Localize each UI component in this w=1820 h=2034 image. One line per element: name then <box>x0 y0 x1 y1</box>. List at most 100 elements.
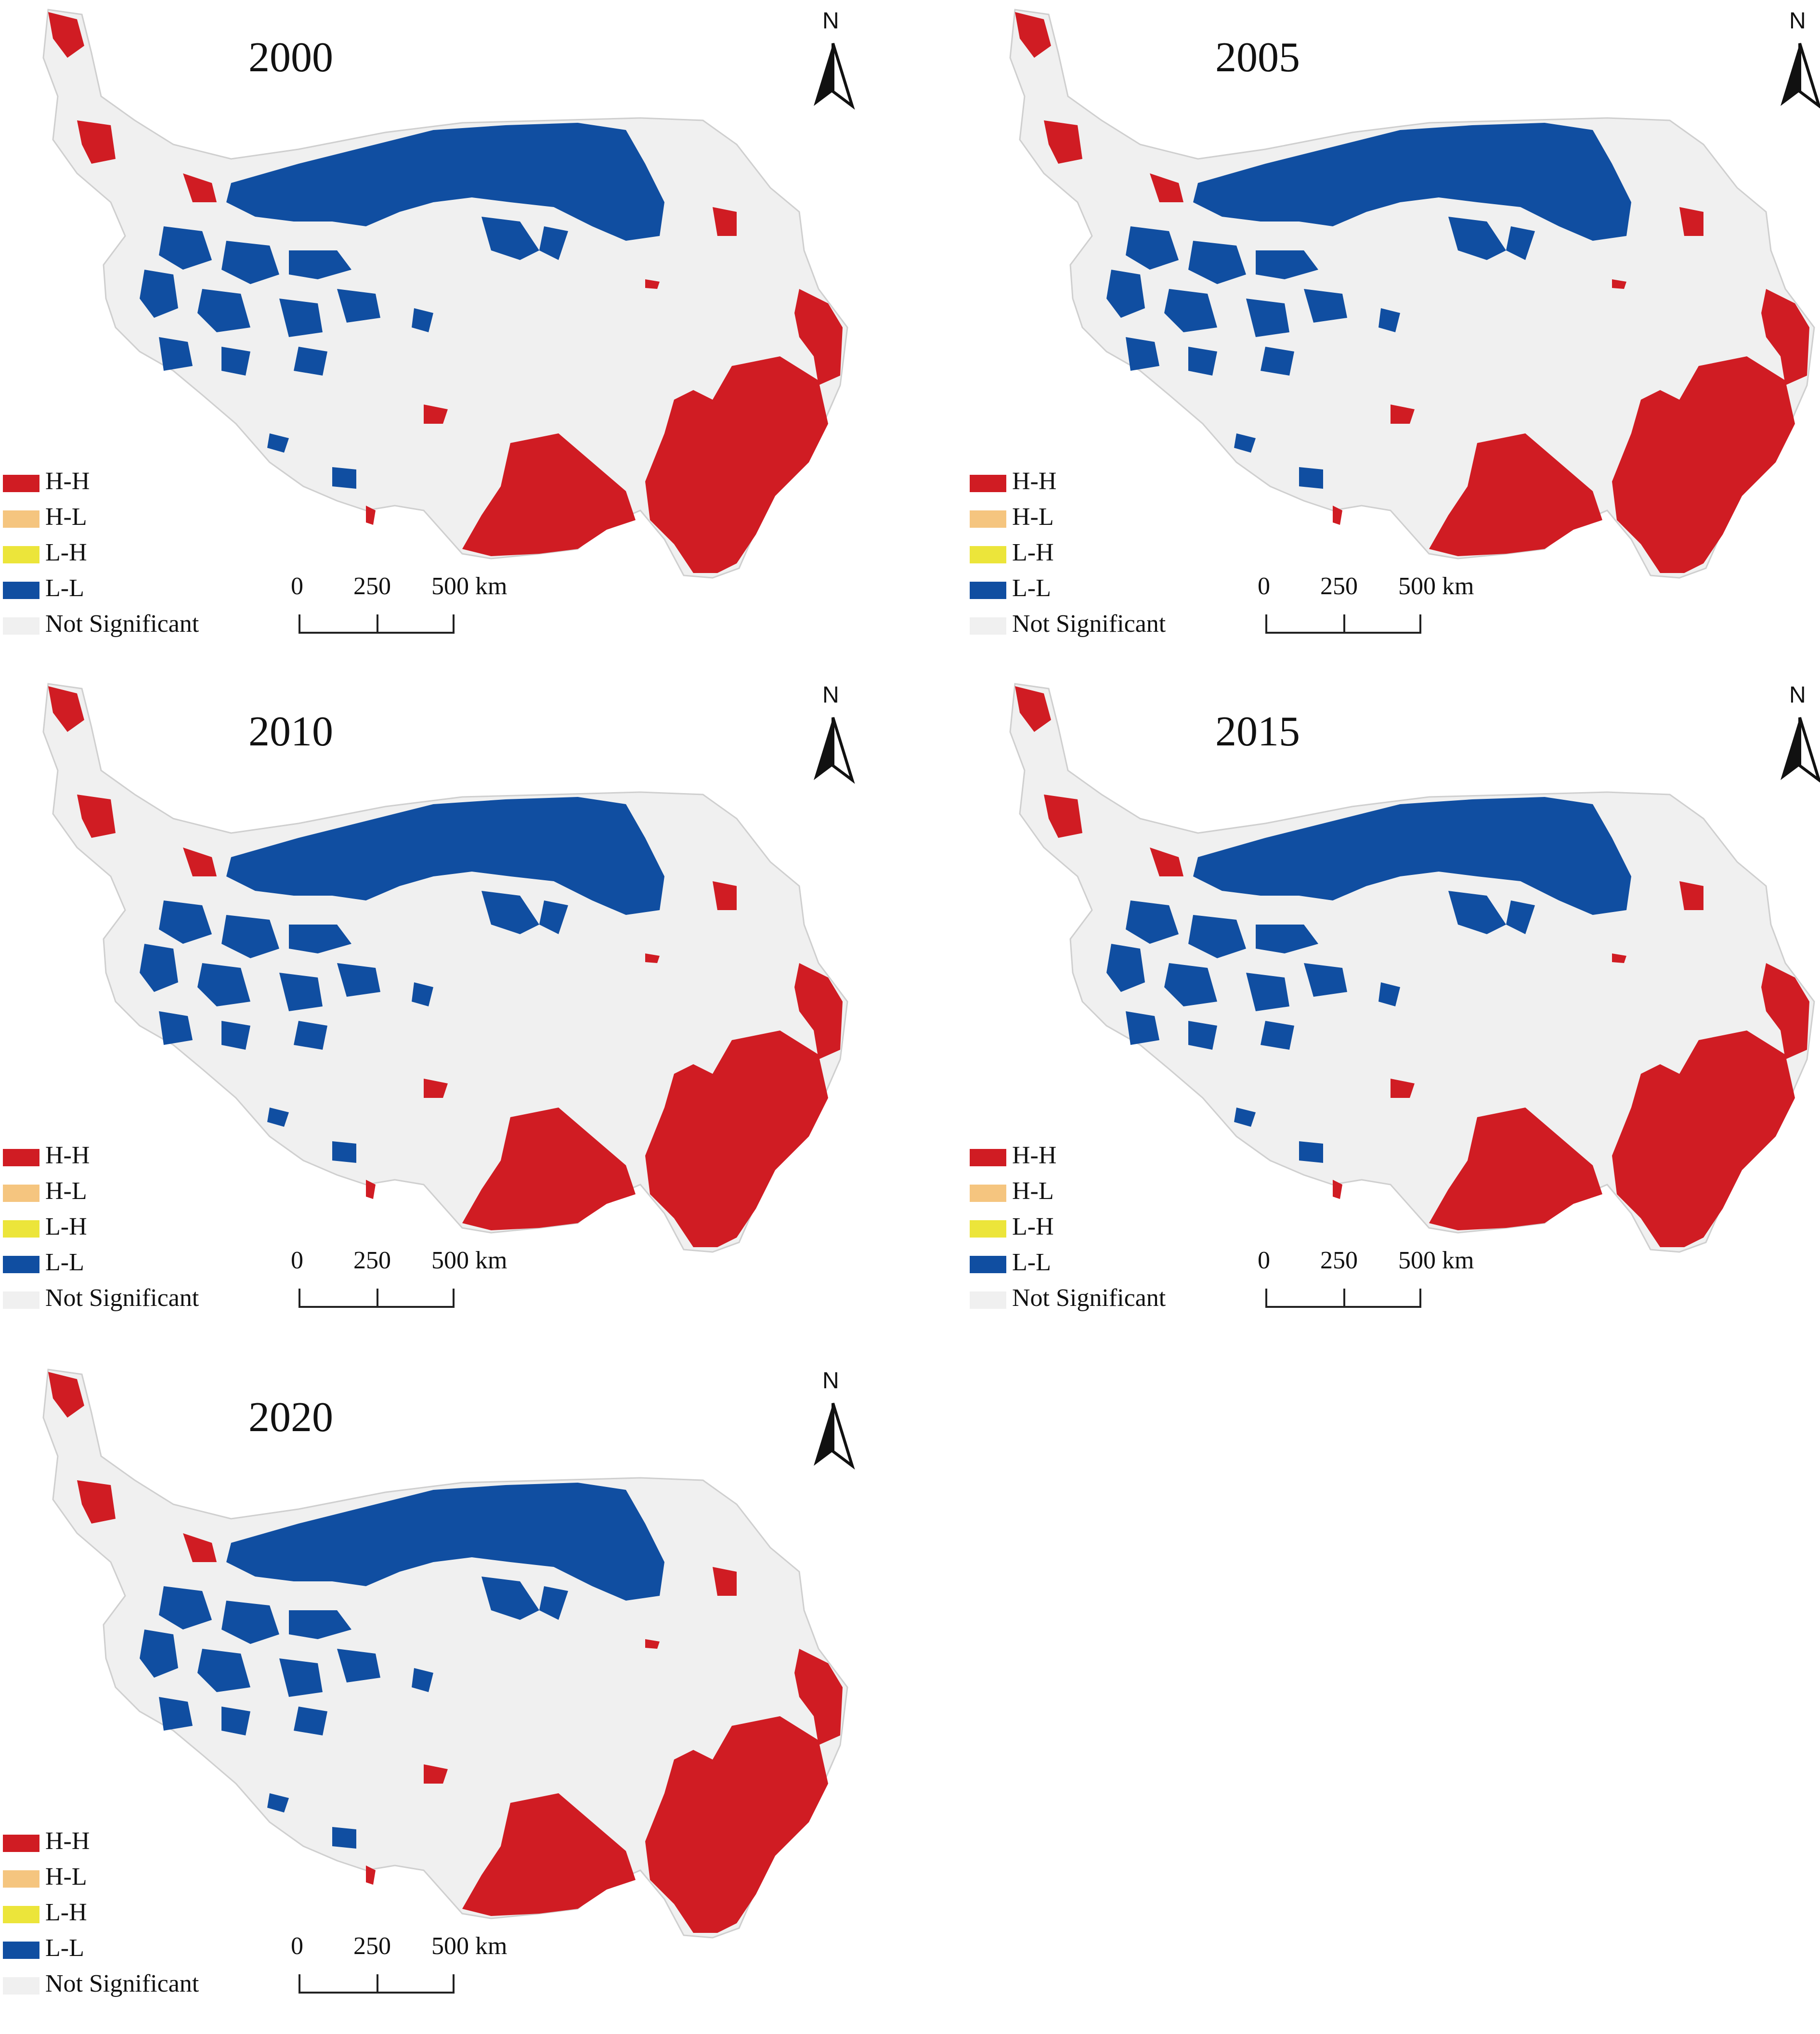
scale-bar: 0 250 500 km <box>1256 1248 1477 1311</box>
map-panel-2020: 2020 N H-H H-L L-H L-L Not Significant 0… <box>0 1360 910 2034</box>
scale-tick-500: 500 km <box>431 1932 507 1960</box>
legend-swatch <box>970 1220 1006 1238</box>
legend-label: L-L <box>1012 1249 1051 1276</box>
north-label: N <box>1789 682 1806 708</box>
legend-swatch <box>970 582 1006 599</box>
north-label: N <box>822 8 839 34</box>
legend-item-hh: H-H <box>3 1141 253 1170</box>
scale-line <box>1265 614 1267 634</box>
legend-item-hl: H-L <box>3 1863 253 1891</box>
year-title: 2015 <box>1215 708 1300 755</box>
map-figure <box>1009 9 1815 579</box>
north-arrow-icon <box>1781 717 1820 783</box>
north-label: N <box>1789 8 1806 34</box>
year-title: 2010 <box>248 708 333 755</box>
legend-label: L-H <box>45 1899 87 1926</box>
legend-label: L-L <box>1012 574 1051 602</box>
scale-bar: 0 250 500 km <box>289 574 510 637</box>
legend-label: L-H <box>45 1213 87 1240</box>
legend-swatch <box>3 1942 39 1959</box>
legend-item-ns: Not Significant <box>3 1284 253 1313</box>
legend-label: Not Significant <box>45 1284 199 1312</box>
legend-label: H-L <box>1012 503 1054 531</box>
legend-swatch <box>970 1149 1006 1166</box>
legend-item-ll: L-L <box>970 574 1220 603</box>
legend-label: H-H <box>45 1142 90 1169</box>
legend-item-hh: H-H <box>3 1827 253 1856</box>
map-panel-2015: 2015 N H-H H-L L-H L-L Not Significant 0… <box>967 674 1820 1348</box>
scale-line <box>377 614 378 634</box>
legend-swatch <box>3 1220 39 1238</box>
legend-label: H-L <box>45 1177 87 1205</box>
legend-swatch <box>3 1291 39 1309</box>
scale-tick-0: 0 <box>1258 1247 1270 1274</box>
legend-swatch <box>3 582 39 599</box>
legend-swatch <box>3 1977 39 1995</box>
legend-item-ll: L-L <box>3 1934 253 1963</box>
scale-line <box>377 1974 378 1994</box>
scale-bar: 0 250 500 km <box>1256 574 1477 637</box>
legend-swatch <box>3 1185 39 1202</box>
map-panel-2005: 2005 N H-H H-L L-H L-L Not Significant 0… <box>967 0 1820 674</box>
scale-tick-250: 250 <box>353 1932 391 1960</box>
scale-line <box>453 1974 455 1994</box>
legend-label: Not Significant <box>1012 1284 1166 1312</box>
legend-item-hh: H-H <box>970 467 1220 496</box>
legend-item-ns: Not Significant <box>970 610 1220 639</box>
legend-swatch <box>3 1256 39 1273</box>
legend-label: Not Significant <box>1012 610 1166 638</box>
legend-item-lh: L-H <box>3 1898 253 1927</box>
legend-label: L-L <box>45 1934 84 1962</box>
scale-line <box>299 614 300 634</box>
legend-label: H-L <box>1012 1177 1054 1205</box>
legend-swatch <box>970 475 1006 492</box>
legend-swatch <box>3 1906 39 1923</box>
legend-item-ll: L-L <box>3 1248 253 1277</box>
legend-label: Not Significant <box>45 610 199 638</box>
map-panel-2000: 2000 N H-H H-L L-H L-L Not Significant 0… <box>0 0 910 674</box>
legend-item-ns: Not Significant <box>3 1969 253 1998</box>
north-arrow-icon <box>814 43 855 110</box>
year-title: 2000 <box>248 34 333 81</box>
legend-label: H-L <box>45 503 87 531</box>
legend-item-hh: H-H <box>970 1141 1220 1170</box>
legend-label: H-H <box>1012 468 1057 495</box>
legend-label: L-H <box>1012 1213 1054 1240</box>
legend-swatch <box>3 1835 39 1852</box>
legend-item-hl: H-L <box>970 1177 1220 1206</box>
scale-line <box>1419 614 1421 634</box>
scale-line <box>299 1974 300 1994</box>
year-title: 2020 <box>248 1394 333 1441</box>
legend-swatch <box>970 1185 1006 1202</box>
north-arrow-icon <box>814 717 855 784</box>
legend-label: L-H <box>1012 539 1054 566</box>
legend-item-ns: Not Significant <box>970 1284 1220 1313</box>
legend-item-lh: L-H <box>970 538 1220 567</box>
scale-bar: 0 250 500 km <box>289 1934 510 1996</box>
scale-line <box>299 1289 300 1308</box>
legend-label: L-H <box>45 539 87 566</box>
scale-tick-500: 500 km <box>1398 1247 1474 1274</box>
legend-label: H-H <box>45 468 90 495</box>
scale-tick-0: 0 <box>291 1932 303 1960</box>
legend-label: H-H <box>1012 1142 1057 1169</box>
legend-swatch <box>3 546 39 563</box>
north-label: N <box>822 682 839 708</box>
legend-swatch <box>970 1291 1006 1309</box>
legend-label: H-H <box>45 1827 90 1855</box>
legend-swatch <box>3 617 39 635</box>
legend-swatch <box>3 475 39 492</box>
legend-item-lh: L-H <box>3 538 253 567</box>
scale-line <box>1265 1289 1267 1308</box>
legend-item-ns: Not Significant <box>3 610 253 639</box>
scale-line <box>1419 1289 1421 1308</box>
scale-line <box>453 1289 455 1308</box>
legend-item-lh: L-H <box>3 1213 253 1241</box>
legend-swatch <box>970 546 1006 563</box>
north-arrow-icon <box>1781 43 1820 109</box>
scale-line <box>1343 614 1345 634</box>
scale-tick-500: 500 km <box>431 573 507 600</box>
north-label: N <box>822 1368 839 1394</box>
scale-tick-500: 500 km <box>1398 573 1474 600</box>
legend-swatch <box>3 1149 39 1166</box>
